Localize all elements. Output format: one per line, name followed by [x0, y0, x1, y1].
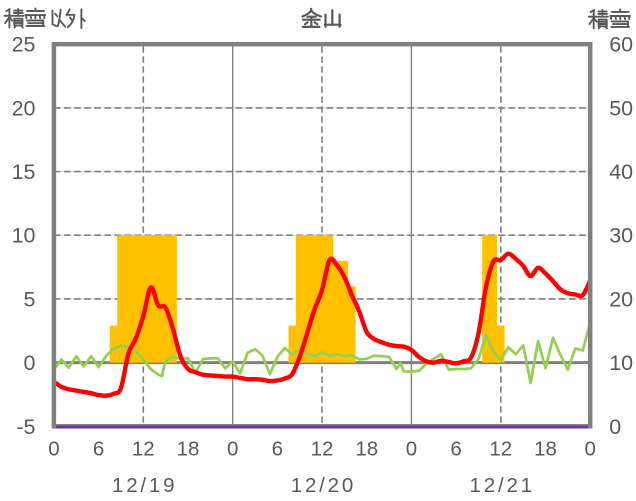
svg-text:18: 18	[355, 438, 378, 461]
svg-text:12/20: 12/20	[291, 474, 356, 497]
svg-text:12/21: 12/21	[470, 474, 535, 497]
svg-text:50: 50	[609, 96, 633, 120]
svg-text:0: 0	[406, 438, 417, 461]
svg-text:60: 60	[609, 33, 633, 57]
svg-text:-5: -5	[16, 415, 35, 439]
svg-text:6: 6	[272, 438, 283, 461]
svg-text:12: 12	[489, 438, 512, 461]
svg-text:40: 40	[609, 160, 633, 184]
svg-text:0: 0	[48, 438, 59, 461]
svg-text:10: 10	[609, 351, 633, 375]
svg-text:5: 5	[24, 287, 36, 311]
svg-text:0: 0	[24, 351, 36, 375]
svg-text:20: 20	[12, 96, 36, 120]
svg-text:0: 0	[584, 438, 595, 461]
svg-text:18: 18	[534, 438, 557, 461]
svg-text:0: 0	[227, 438, 238, 461]
svg-text:12: 12	[311, 438, 334, 461]
svg-text:15: 15	[12, 160, 36, 184]
svg-text:12: 12	[132, 438, 155, 461]
svg-text:10: 10	[12, 224, 36, 248]
svg-text:30: 30	[609, 224, 633, 248]
svg-text:25: 25	[12, 33, 36, 57]
svg-text:20: 20	[609, 287, 633, 311]
svg-text:6: 6	[450, 438, 461, 461]
svg-text:12/19: 12/19	[112, 474, 177, 497]
svg-text:0: 0	[609, 415, 621, 439]
svg-text:18: 18	[177, 438, 200, 461]
svg-text:6: 6	[93, 438, 104, 461]
